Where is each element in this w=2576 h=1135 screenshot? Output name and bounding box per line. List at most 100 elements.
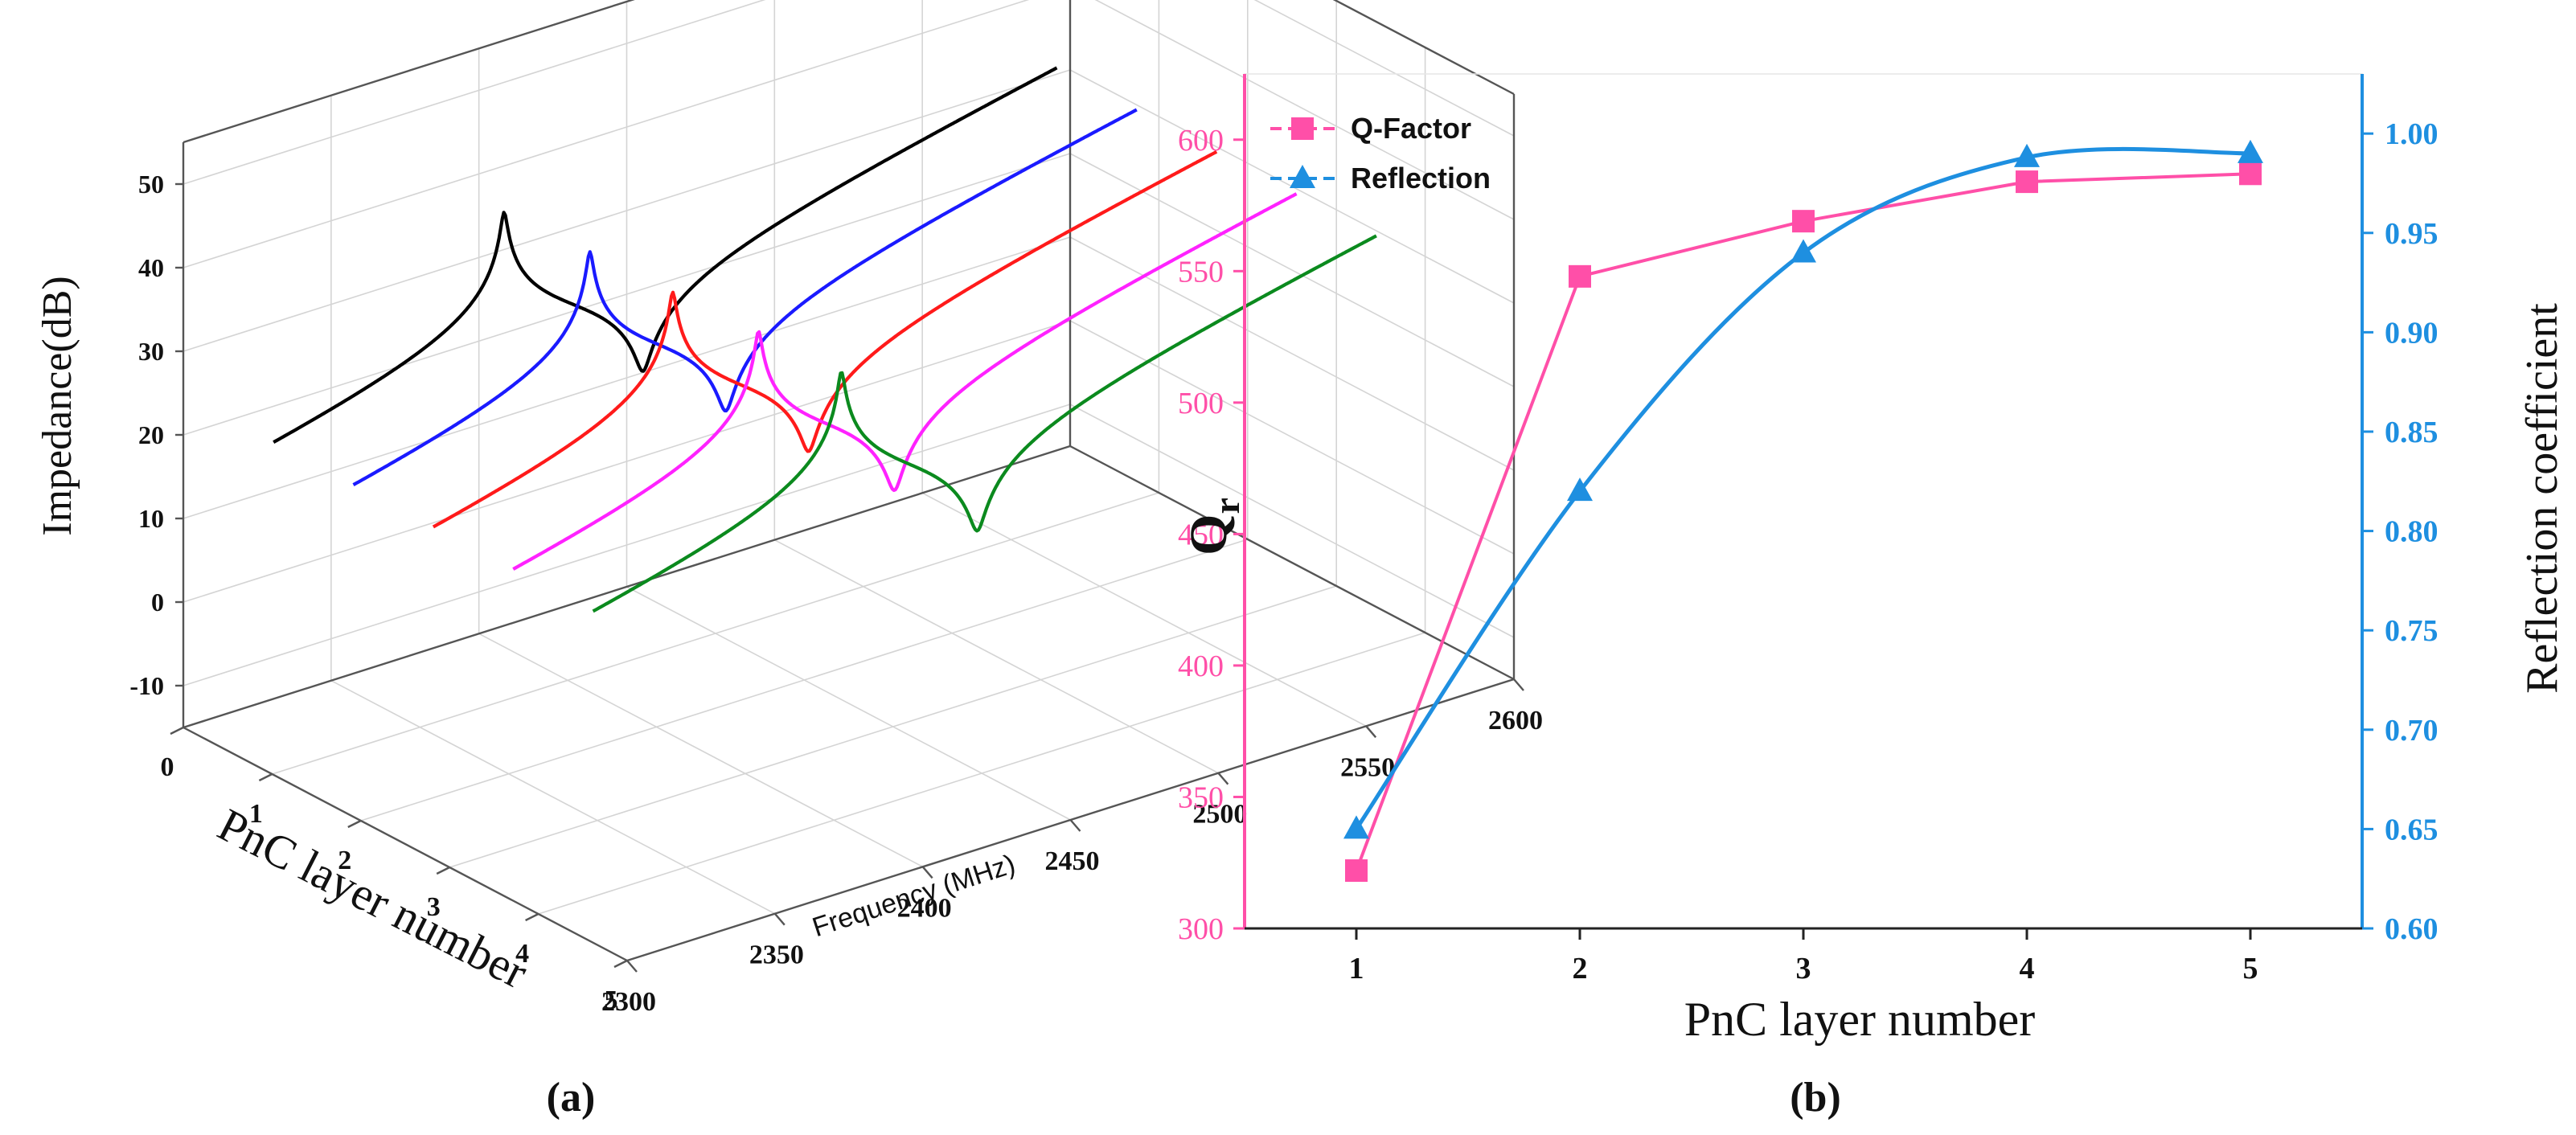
legend-q-label: Q-Factor <box>1351 112 1471 145</box>
y2-tick-label: 0.60 <box>2385 912 2439 946</box>
q-factor-point-2 <box>1569 264 1591 288</box>
y-tick-3 <box>1069 819 1081 832</box>
y2-axis-title: Reflection coefficient <box>2517 303 2567 694</box>
grid-floor-f-4 <box>773 539 1219 774</box>
z-tick-label: 10 <box>138 504 164 533</box>
y-tick-label: 2500 <box>1192 800 1247 830</box>
x-tick-4 <box>525 912 539 922</box>
y-tick-label: 2400 <box>897 893 952 923</box>
y-tick-label: 2550 <box>1340 752 1395 782</box>
x-tick-0 <box>170 726 184 735</box>
x-tick-3 <box>436 866 450 875</box>
x-tick-label: 5 <box>605 985 618 1015</box>
legend-r-label: Reflection <box>1351 162 1491 195</box>
reflection-line <box>1354 146 2251 830</box>
y-axis-title-main: Q <box>1179 514 1238 555</box>
y-tick-label: 450 <box>1178 518 1224 551</box>
z-tick-label: 40 <box>138 253 164 282</box>
x-tick-1 <box>258 772 273 782</box>
grid-side-z-3 <box>1069 153 1515 387</box>
y-tick-0 <box>626 960 638 973</box>
plot-frame <box>1244 73 2363 929</box>
impedance-curve-3 <box>512 192 1298 571</box>
y-tick-label: 2300 <box>601 987 656 1017</box>
box-edge-5 <box>183 445 1071 729</box>
x-tick-label: 2 <box>338 846 351 875</box>
x-tick-label: 4 <box>2020 952 2035 985</box>
q-factor-line <box>1355 172 2251 871</box>
y-tick-1 <box>773 912 786 926</box>
z-tick-label: 50 <box>138 170 164 199</box>
y-tick-label: 400 <box>1178 649 1224 683</box>
y-tick-label: 550 <box>1178 255 1224 289</box>
y-axis-title-sub: r <box>1206 498 1247 514</box>
panel-label-b: (b) <box>1790 1075 1841 1121</box>
y-tick-label: 500 <box>1178 387 1224 420</box>
y-axis-title: Frequency (MHz) <box>809 849 1019 943</box>
reflection-point-4 <box>2014 143 2040 167</box>
y-axis-title: Qr <box>1179 498 1247 555</box>
panel-label-a: (a) <box>547 1075 596 1121</box>
x-tick-label: 1 <box>249 799 263 829</box>
box-edge-4 <box>1332 0 1515 96</box>
chart-b: 300 350 400 450 500 550 600 0.60 0.65 0.70 0.75 0.8… <box>1178 73 2567 1121</box>
y-tick-5 <box>1365 725 1377 739</box>
x-axis-title: PnC layer number <box>210 798 536 999</box>
y2-tick-label: 0.75 <box>2385 614 2439 648</box>
impedance-curve-4 <box>592 234 1377 613</box>
grid-side-z-0 <box>1069 404 1515 638</box>
impedance-curve-0 <box>273 66 1058 445</box>
x-tick-label: 0 <box>161 752 174 782</box>
y2-tick-label: 0.80 <box>2385 515 2439 549</box>
y2-tick-label: 1.00 <box>2385 117 2439 151</box>
y-tick-label: 2450 <box>1045 846 1100 876</box>
box-edge-6 <box>1069 445 1515 681</box>
y-tick-label: 2350 <box>749 940 804 970</box>
reflection-point-5 <box>2238 139 2263 163</box>
y-tick-label: 2600 <box>1488 706 1543 735</box>
reflection-point-1 <box>1343 815 1369 839</box>
y2-tick-label: 0.65 <box>2385 813 2439 846</box>
grid-floor-f-5 <box>921 492 1367 727</box>
grid-floor-x-2 <box>360 539 1249 822</box>
x-tick-label: 4 <box>515 939 529 969</box>
y2-tick-label: 0.90 <box>2385 316 2439 350</box>
grid-floor-x-1 <box>272 492 1159 775</box>
y-tick-2 <box>921 866 933 879</box>
q-factor-point-1 <box>1345 859 1368 883</box>
grid-side-z-6 <box>1253 0 1515 137</box>
legend-r-marker <box>1290 165 1315 188</box>
q-factor-point-5 <box>2239 162 2262 186</box>
legend-q-marker <box>1291 117 1314 140</box>
x-tick-2 <box>347 819 362 829</box>
reflection-point-3 <box>1790 239 1816 263</box>
y-tick-label: 350 <box>1178 781 1224 814</box>
grid-floor-f-2 <box>478 633 924 868</box>
x-tick-label: 3 <box>1796 952 1811 985</box>
x-tick-label: 2 <box>1573 952 1588 985</box>
x-tick-label: 1 <box>1349 952 1364 985</box>
z-tick-label: 20 <box>138 420 164 449</box>
x-axis-title: PnC layer number <box>1684 993 2036 1046</box>
chart-a: -100102030405001234523002350240024502500… <box>35 0 1543 1121</box>
impedance-curve-1 <box>352 108 1138 486</box>
grid-floor-f-1 <box>330 679 776 915</box>
impedance-curve-2 <box>432 150 1218 529</box>
y2-tick-label: 0.70 <box>2385 714 2439 748</box>
grid-side-z-2 <box>1069 236 1515 471</box>
x-tick-5 <box>613 959 628 969</box>
y-tick-label: 300 <box>1178 912 1224 946</box>
grid-floor-x-4 <box>538 632 1425 915</box>
y-tick-4 <box>1217 772 1229 785</box>
legend: Q-Factor Reflection <box>1270 112 1491 195</box>
y-tick-6 <box>1513 678 1524 691</box>
z-axis-title: Impedance(dB) <box>35 276 80 535</box>
y2-tick-label: 0.95 <box>2385 217 2439 251</box>
q-factor-point-3 <box>1792 210 1815 233</box>
box-edge-7 <box>183 726 628 962</box>
box-edge-3 <box>183 0 635 144</box>
z-tick-label: 0 <box>151 588 164 617</box>
x-tick-label: 5 <box>2243 952 2258 985</box>
z-tick-label: 30 <box>138 337 164 366</box>
z-tick-label: -10 <box>129 671 164 700</box>
